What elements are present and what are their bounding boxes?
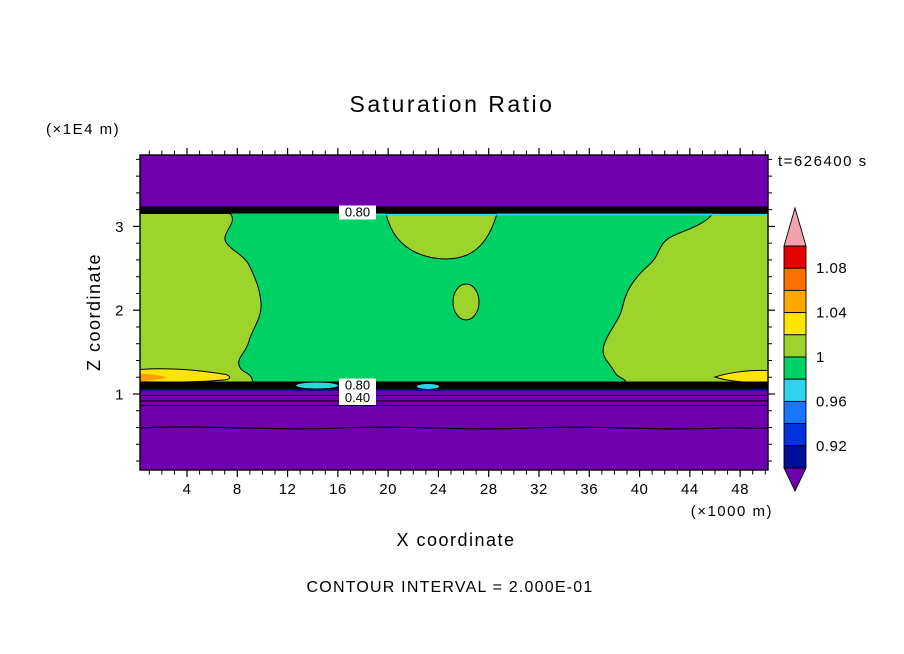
chartreuse-region-right	[602, 213, 768, 383]
contour-band-top	[140, 206, 768, 214]
x-axis-unit: (×1000 m)	[691, 503, 773, 520]
orange-spot-bottom-left	[140, 373, 167, 381]
x-axis-label: X coordinate	[396, 530, 515, 550]
contour-label-bg-2	[339, 378, 376, 393]
navy-line-bottom	[140, 389, 768, 391]
y-axis-unit: (×1E4 m)	[46, 121, 120, 138]
x-tick-label: 4	[183, 481, 192, 498]
time-annotation: t=626400 s	[778, 153, 868, 170]
contour-interval-caption: CONTOUR INTERVAL = 2.000E-01	[307, 579, 594, 596]
y-axis-label: Z coordinate	[84, 253, 104, 371]
chartreuse-region-top-middle	[385, 213, 498, 260]
contour-label-2: 0.80	[345, 378, 370, 393]
x-tick-label: 36	[580, 481, 598, 498]
y-tick-label: 3	[115, 219, 124, 236]
colorbar-segment	[783, 400, 807, 425]
colorbar-segment	[783, 312, 807, 336]
x-tick-label: 24	[430, 481, 448, 498]
y-tick-label: 1	[115, 387, 124, 404]
colorbar-label: 0.92	[816, 438, 847, 455]
colorbar-segment	[783, 334, 807, 358]
x-tick-label: 40	[631, 481, 649, 498]
colorbar-label: 0.96	[816, 393, 847, 410]
colorbar-segment	[783, 356, 807, 380]
contour-label-3: 0.40	[345, 390, 370, 405]
x-tick-label: 8	[233, 481, 242, 498]
colorbar-segment	[783, 378, 807, 402]
contour-line-wavy	[140, 426, 768, 430]
chartreuse-region-left	[140, 213, 262, 383]
plot-frame	[139, 154, 769, 471]
colorbar-label: 1	[816, 349, 825, 366]
chart-title: Saturation Ratio	[350, 91, 555, 117]
colorbar-segment	[783, 423, 807, 447]
colorbar-label: 1.08	[816, 260, 847, 277]
y-tick-label: 2	[115, 303, 124, 320]
x-tick-label: 32	[530, 481, 548, 498]
colorbar-segment	[783, 445, 807, 469]
contour-label-bg-3	[339, 391, 376, 405]
x-tick-label: 16	[329, 481, 347, 498]
colorbar-segment	[783, 267, 807, 291]
chartreuse-oval-center	[452, 283, 480, 321]
colorbar-segment	[783, 289, 807, 314]
contour-band-bottom	[140, 381, 768, 389]
cyan-spot-bottom-1	[296, 382, 338, 389]
colorbar-over-arrow	[783, 206, 807, 247]
plot-area: 0.80 0.80 0.40	[140, 155, 768, 470]
cyan-spot-bottom-2	[417, 384, 439, 389]
x-tick-label: 20	[379, 481, 397, 498]
colorbar-segment	[783, 245, 807, 269]
colorbar: 1.08 1.04 1 0.96 0.92	[783, 206, 847, 493]
x-tick-label: 12	[279, 481, 297, 498]
colorbar-under-arrow	[783, 467, 807, 493]
contour-label-bg-1	[339, 205, 376, 220]
cyan-line-top	[360, 213, 766, 216]
x-tick-label: 48	[731, 481, 749, 498]
x-tick-label: 44	[681, 481, 699, 498]
contour-label-1: 0.80	[345, 205, 370, 220]
x-tick-label: 28	[480, 481, 498, 498]
colorbar-label: 1.04	[816, 305, 847, 322]
